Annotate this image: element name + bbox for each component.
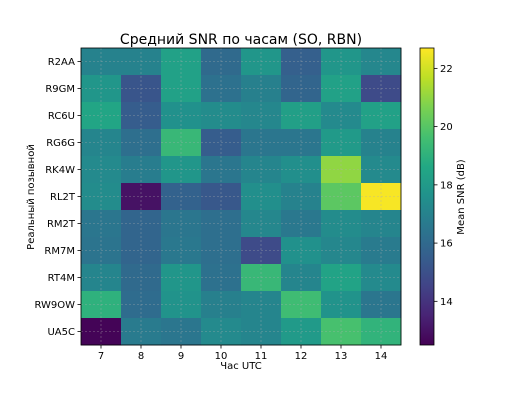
x-tick-label: 10: [215, 351, 228, 362]
colorbar-tick-label: 16: [440, 239, 453, 250]
colorbar-label: Mean SNR (dB): [456, 159, 467, 234]
y-tick-label: RT4M: [48, 273, 75, 284]
x-tick-label: 9: [178, 351, 184, 362]
y-tick-label: RM7M: [44, 246, 75, 257]
colorbar-tick-label: 14: [440, 297, 453, 308]
grid-lines: [81, 48, 401, 345]
colorbar-tick-label: 20: [440, 122, 453, 133]
x-axis-label: Час UTC: [220, 361, 262, 372]
colorbar-ticks: 14 16 18 20 22: [434, 64, 453, 308]
y-tick-label: RG6G: [46, 138, 75, 149]
y-axis: R2AA R9GM RC6U RG6G RK4W RL2T RM2T RM7M RT4M RW9O…: [34, 57, 81, 338]
y-tick-label: RL2T: [50, 192, 76, 203]
colorbar-tick-label: 22: [440, 64, 453, 75]
y-tick-label: UA5C: [47, 327, 75, 338]
x-tick-label: 13: [335, 351, 348, 362]
y-axis-label: Реальный позывной: [26, 144, 37, 250]
y-tick-label: RK4W: [45, 165, 75, 176]
colorbar: [419, 47, 435, 346]
y-tick-label: R2AA: [48, 57, 75, 68]
x-tick-label: 14: [375, 351, 388, 362]
chart-title: Средний SNR по часам (SO, RBN): [120, 32, 362, 48]
x-tick-label: 8: [138, 351, 144, 362]
y-tick-label: RC6U: [48, 111, 75, 122]
x-axis: 7 8 9 10 11 12 13 14: [98, 345, 388, 362]
y-tick-label: RM2T: [47, 219, 76, 230]
x-tick-label: 12: [295, 351, 308, 362]
y-tick-label: R9GM: [45, 84, 75, 95]
x-tick-label: 11: [255, 351, 268, 362]
x-tick-label: 7: [98, 351, 104, 362]
colorbar-tick-label: 18: [440, 180, 453, 191]
y-tick-label: RW9OW: [34, 300, 75, 311]
